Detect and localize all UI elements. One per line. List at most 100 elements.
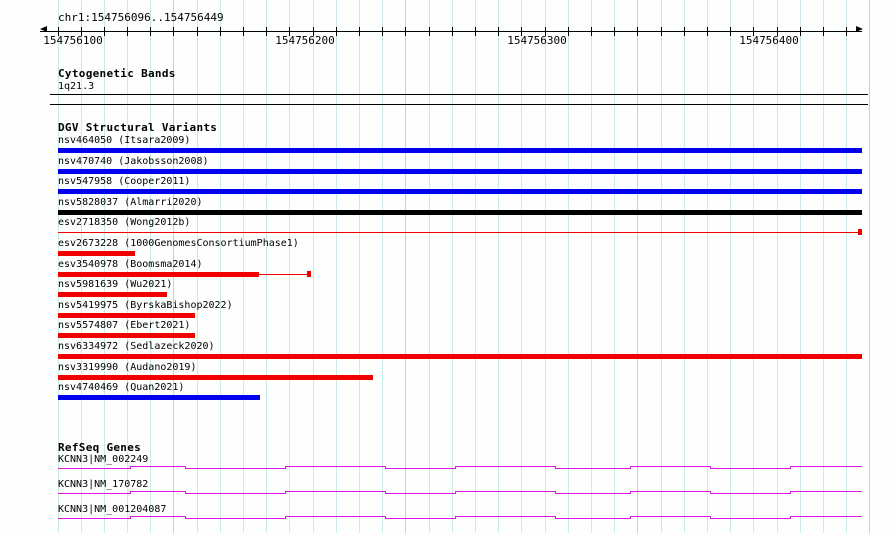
- variant-bar[interactable]: [58, 210, 862, 215]
- variant-label[interactable]: esv3540978 (Boomsma2014): [58, 259, 203, 270]
- gene-intron-segment[interactable]: [790, 491, 862, 492]
- variant-bar[interactable]: [58, 148, 862, 153]
- axis-tick: [777, 27, 778, 36]
- gene-exon-riser[interactable]: [285, 516, 286, 519]
- gene-exon-riser[interactable]: [710, 491, 711, 494]
- gene-intron-segment[interactable]: [630, 516, 710, 517]
- axis-tick: [730, 27, 731, 36]
- axis-tick: [150, 27, 151, 36]
- gene-intron-segment[interactable]: [130, 516, 185, 517]
- gene-intron-segment[interactable]: [455, 516, 555, 517]
- gene-intron-segment[interactable]: [185, 493, 285, 494]
- gene-exon-riser[interactable]: [555, 491, 556, 494]
- variant-label[interactable]: nsv6334972 (Sedlazeck2020): [58, 341, 215, 352]
- variant-end-cap[interactable]: [307, 271, 311, 277]
- axis-tick: [707, 27, 708, 36]
- gene-exon-riser[interactable]: [130, 516, 131, 519]
- gene-intron-segment[interactable]: [185, 518, 285, 519]
- variant-end-cap[interactable]: [858, 229, 862, 235]
- gene-intron-segment[interactable]: [710, 493, 790, 494]
- variant-label[interactable]: nsv5574807 (Ebert2021): [58, 320, 191, 331]
- variant-label[interactable]: nsv470740 (Jakobsson2008): [58, 156, 209, 167]
- gene-exon-riser[interactable]: [285, 466, 286, 469]
- gene-label[interactable]: KCNN3|NM_002249: [58, 454, 149, 465]
- variant-bar[interactable]: [58, 189, 862, 194]
- variant-bar[interactable]: [58, 313, 195, 318]
- gene-intron-segment[interactable]: [790, 516, 862, 517]
- gene-exon-riser[interactable]: [790, 466, 791, 469]
- gene-exon-riser[interactable]: [385, 466, 386, 469]
- variant-label[interactable]: nsv3319990 (Audano2019): [58, 362, 197, 373]
- variant-label[interactable]: nsv5828037 (Almarri2020): [58, 197, 203, 208]
- gene-exon-riser[interactable]: [630, 516, 631, 519]
- gene-intron-segment[interactable]: [555, 493, 630, 494]
- variant-bar[interactable]: [58, 251, 135, 256]
- gene-intron-segment[interactable]: [630, 491, 710, 492]
- variant-bar[interactable]: [58, 169, 862, 174]
- gene-exon-riser[interactable]: [630, 491, 631, 494]
- gene-exon-riser[interactable]: [285, 491, 286, 494]
- variant-label[interactable]: nsv5419975 (ByrskaBishop2022): [58, 300, 233, 311]
- variant-bar[interactable]: [58, 395, 260, 400]
- gene-exon-riser[interactable]: [185, 516, 186, 519]
- gene-exon-riser[interactable]: [630, 466, 631, 469]
- gene-intron-segment[interactable]: [455, 491, 555, 492]
- right-arrow-icon[interactable]: [856, 26, 863, 32]
- gene-label[interactable]: KCNN3|NM_170782: [58, 479, 149, 490]
- variant-bar[interactable]: [58, 292, 167, 297]
- gene-intron-segment[interactable]: [385, 518, 455, 519]
- variant-label[interactable]: esv2673228 (1000GenomesConsortiumPhase1): [58, 238, 299, 249]
- gene-exon-riser[interactable]: [555, 466, 556, 469]
- gene-intron-segment[interactable]: [555, 518, 630, 519]
- left-arrow-icon[interactable]: [40, 26, 47, 32]
- gene-exon-riser[interactable]: [790, 491, 791, 494]
- variant-bar[interactable]: [58, 354, 862, 359]
- variant-label[interactable]: nsv4740469 (Quan2021): [58, 382, 185, 393]
- variant-bar[interactable]: [58, 375, 373, 380]
- gene-intron-segment[interactable]: [130, 466, 185, 467]
- gene-intron-segment[interactable]: [130, 491, 185, 492]
- gene-intron-segment[interactable]: [790, 466, 862, 467]
- variant-label[interactable]: nsv547958 (Cooper2011): [58, 176, 191, 187]
- variant-label[interactable]: nsv464050 (Itsara2009): [58, 135, 191, 146]
- coordinate-ruler[interactable]: chr1:154756096..154756449 154756100 15475…: [0, 0, 890, 52]
- axis-tick: [661, 27, 662, 36]
- gene-intron-segment[interactable]: [285, 516, 385, 517]
- variant-bar[interactable]: [58, 333, 195, 338]
- gene-intron-segment[interactable]: [58, 518, 130, 519]
- gene-exon-riser[interactable]: [385, 516, 386, 519]
- gene-intron-segment[interactable]: [285, 491, 385, 492]
- variant-label[interactable]: nsv5981639 (Wu2021): [58, 279, 173, 290]
- gene-exon-riser[interactable]: [455, 516, 456, 519]
- gene-exon-riser[interactable]: [790, 516, 791, 519]
- gene-intron-segment[interactable]: [285, 466, 385, 467]
- axis-tick: [313, 27, 314, 36]
- variant-label[interactable]: esv2718350 (Wong2012b): [58, 217, 191, 228]
- gene-exon-riser[interactable]: [710, 516, 711, 519]
- gene-intron-segment[interactable]: [710, 518, 790, 519]
- gene-intron-segment[interactable]: [385, 468, 455, 469]
- gene-intron-segment[interactable]: [455, 466, 555, 467]
- gene-label[interactable]: KCNN3|NM_001204087: [58, 504, 167, 515]
- gene-exon-riser[interactable]: [130, 466, 131, 469]
- gene-exon-riser[interactable]: [455, 491, 456, 494]
- cytoband-label[interactable]: 1q21.3: [58, 81, 95, 92]
- gene-exon-riser[interactable]: [185, 491, 186, 494]
- gene-exon-riser[interactable]: [185, 466, 186, 469]
- variant-connector-line[interactable]: [259, 274, 311, 275]
- variant-bar[interactable]: [58, 272, 259, 277]
- gene-intron-segment[interactable]: [58, 468, 130, 469]
- gene-exon-riser[interactable]: [555, 516, 556, 519]
- gene-exon-riser[interactable]: [385, 491, 386, 494]
- gene-intron-segment[interactable]: [58, 493, 130, 494]
- gene-intron-segment[interactable]: [385, 493, 455, 494]
- gene-exon-riser[interactable]: [455, 466, 456, 469]
- gene-intron-segment[interactable]: [555, 468, 630, 469]
- gene-intron-segment[interactable]: [185, 468, 285, 469]
- gene-exon-riser[interactable]: [710, 466, 711, 469]
- gridline: [243, 0, 244, 533]
- gene-intron-segment[interactable]: [630, 466, 710, 467]
- variant-connector-line[interactable]: [58, 232, 862, 233]
- gene-exon-riser[interactable]: [130, 491, 131, 494]
- gene-intron-segment[interactable]: [710, 468, 790, 469]
